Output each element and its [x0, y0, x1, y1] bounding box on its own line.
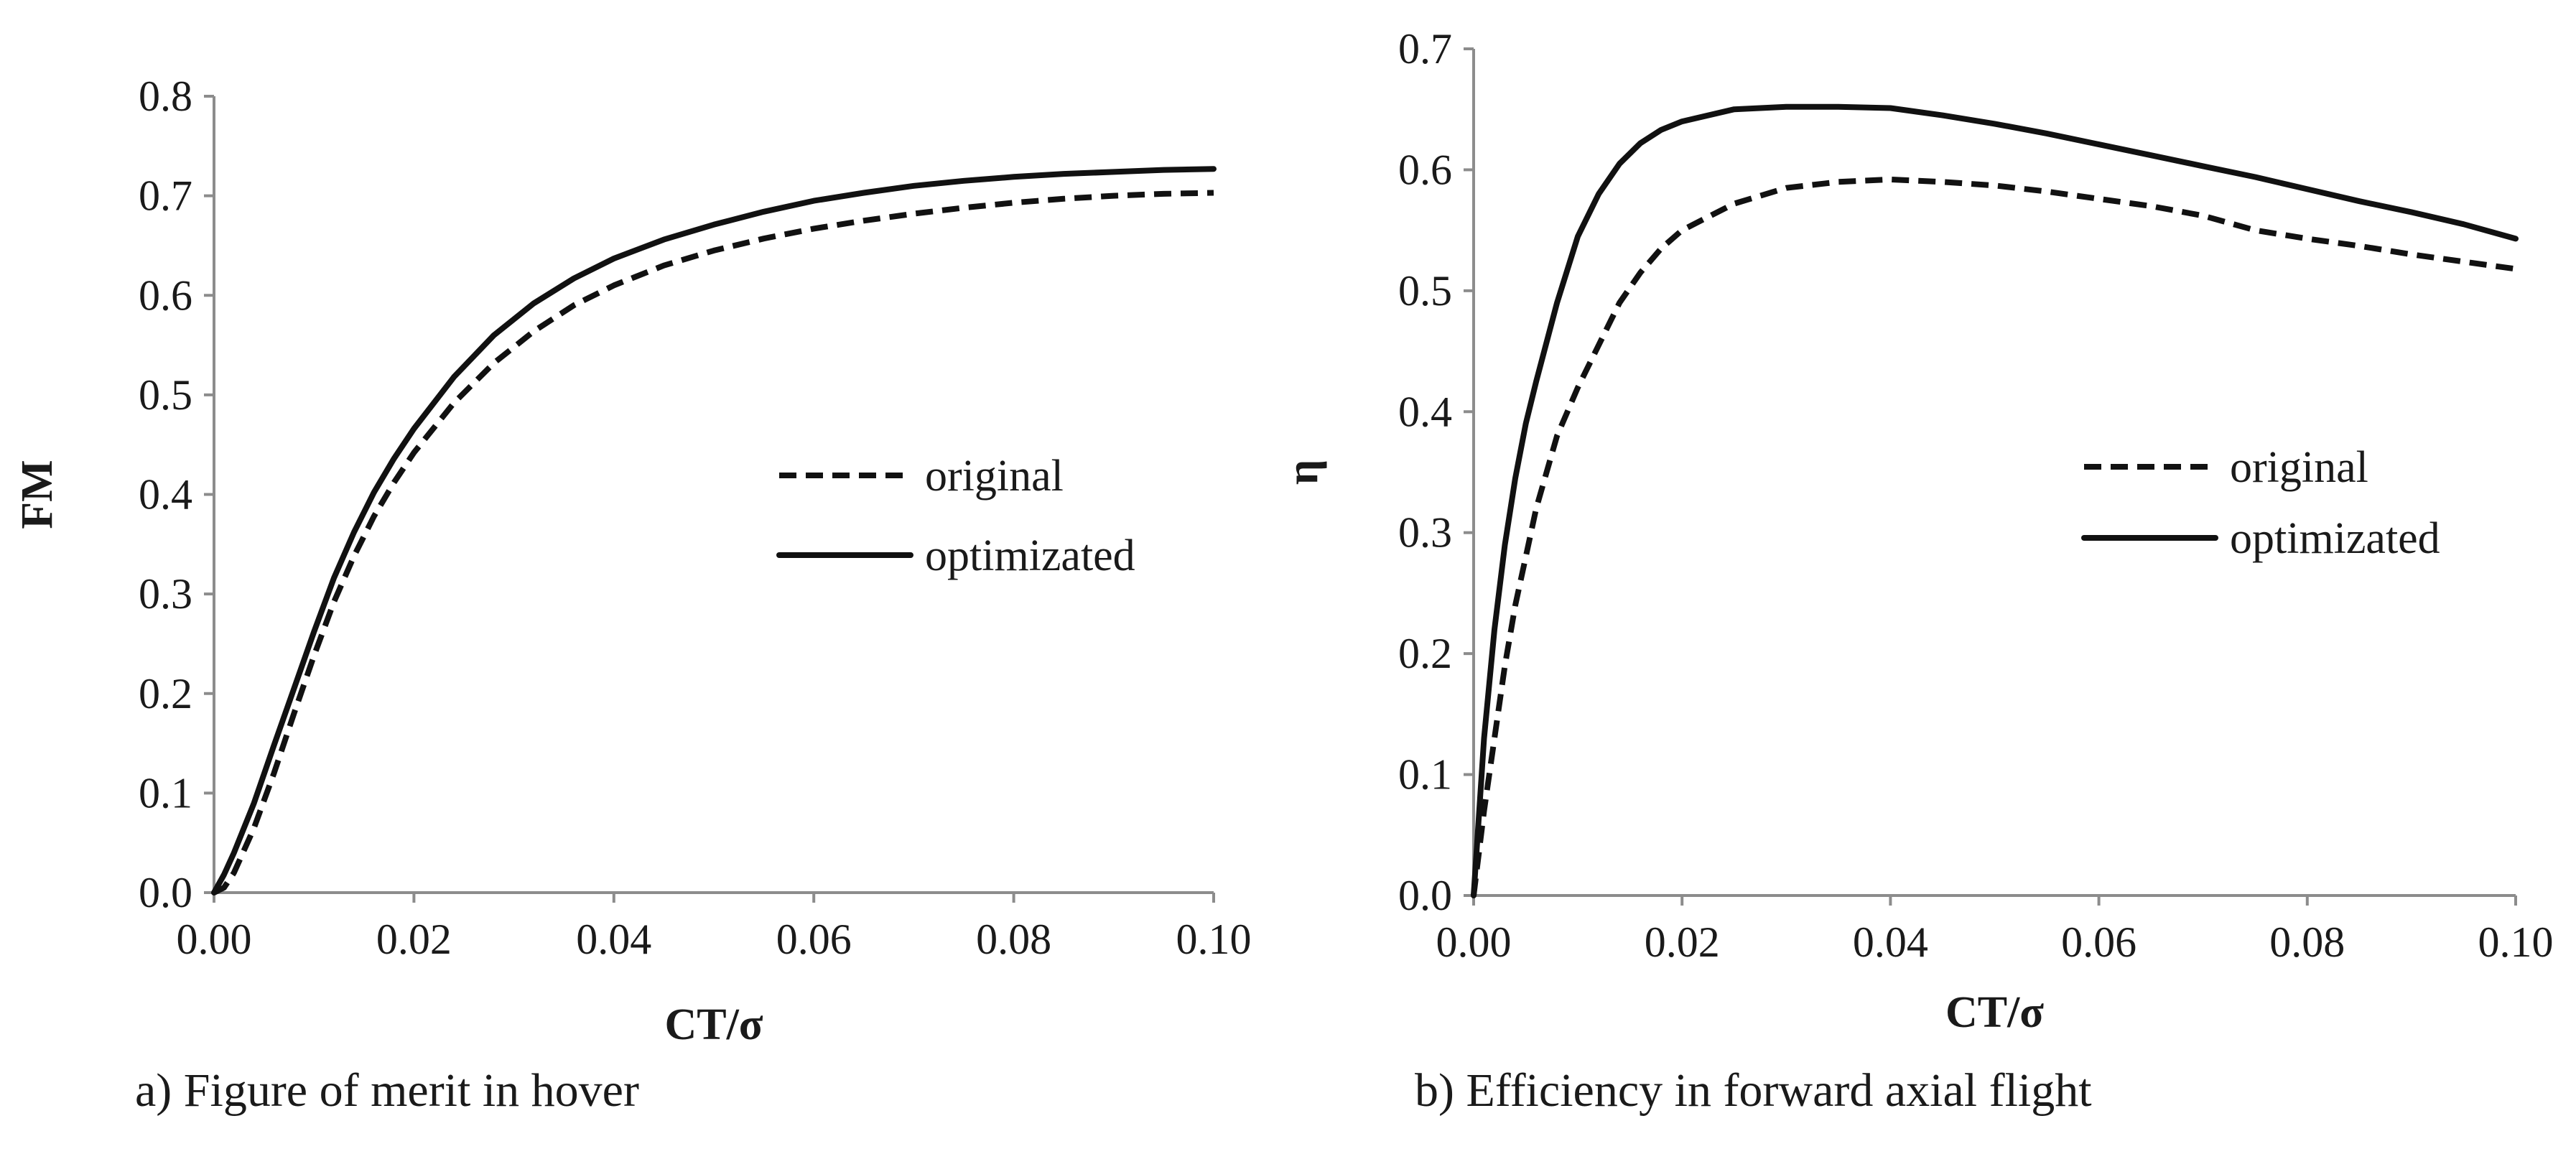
y-tick-label: 0.5	[139, 371, 192, 419]
x-tick-label: 0.00	[177, 916, 252, 963]
x-tick-label: 0.08	[2269, 918, 2345, 966]
y-tick-label: 0.2	[139, 670, 192, 717]
x-tick-label: 0.10	[1176, 916, 1252, 963]
x-tick-label: 0.06	[776, 916, 852, 963]
x-tick-label: 0.04	[576, 916, 651, 963]
y-tick-label: 0.5	[1398, 267, 1452, 315]
chart-panel-a: 0.0 0.1 0.2 0.3 0.4 0.5 0.6 0.7 0.8 0.00 0.02 0.04 0…	[13, 73, 1252, 1117]
y-tick-label: 0.3	[1398, 509, 1452, 557]
y-tick-label: 0.3	[139, 570, 192, 618]
y-tick-label: 0.7	[1398, 25, 1452, 73]
series-line-original	[213, 190, 1214, 896]
y-tick-label: 0.7	[139, 172, 192, 220]
y-tick-label: 0.6	[139, 271, 192, 319]
x-tick-label: 0.04	[1853, 918, 1928, 966]
chart-caption: a) Figure of merit in hover	[135, 1064, 639, 1117]
x-axis-title: CT/σ	[664, 1000, 763, 1049]
legend-label-original: original	[2230, 443, 2368, 492]
y-tick-label: 0.1	[139, 769, 192, 817]
x-axis-title: CT/σ	[1945, 988, 2044, 1037]
y-tick-label: 0.4	[139, 471, 192, 518]
series-line-original	[1471, 176, 2516, 896]
y-tick-label: 0.8	[139, 73, 192, 120]
chart-panel-b: 0.0 0.1 0.2 0.3 0.4 0.5 0.6 0.7 0.00 0.02 0.04 0.06…	[1278, 25, 2554, 1117]
y-tick-label: 0.0	[139, 869, 192, 916]
x-tick-label: 0.06	[2061, 918, 2136, 966]
y-tick-label: 0.6	[1398, 146, 1452, 193]
y-tick-label: 0.4	[1398, 388, 1452, 435]
legend-label-optimizated: optimizated	[925, 531, 1135, 580]
series-line-optimizated	[1471, 103, 2519, 898]
legend-label-original: original	[925, 452, 1064, 501]
y-tick-label: 0.0	[1398, 872, 1452, 919]
y-axis-title: FM	[13, 460, 62, 529]
x-tick-label: 0.08	[976, 916, 1051, 963]
x-tick-label: 0.00	[1436, 918, 1512, 966]
y-tick-label: 0.1	[1398, 751, 1452, 799]
series-line-optimizated	[211, 166, 1217, 896]
x-tick-label: 0.02	[376, 916, 452, 963]
x-tick-label: 0.02	[1645, 918, 1720, 966]
legend-label-optimizated: optimizated	[2230, 514, 2440, 563]
y-tick-label: 0.2	[1398, 630, 1452, 677]
x-tick-label: 0.10	[2478, 918, 2554, 966]
y-axis-title: η	[1278, 460, 1327, 485]
chart-caption: b) Efficiency in forward axial flight	[1415, 1064, 2092, 1117]
